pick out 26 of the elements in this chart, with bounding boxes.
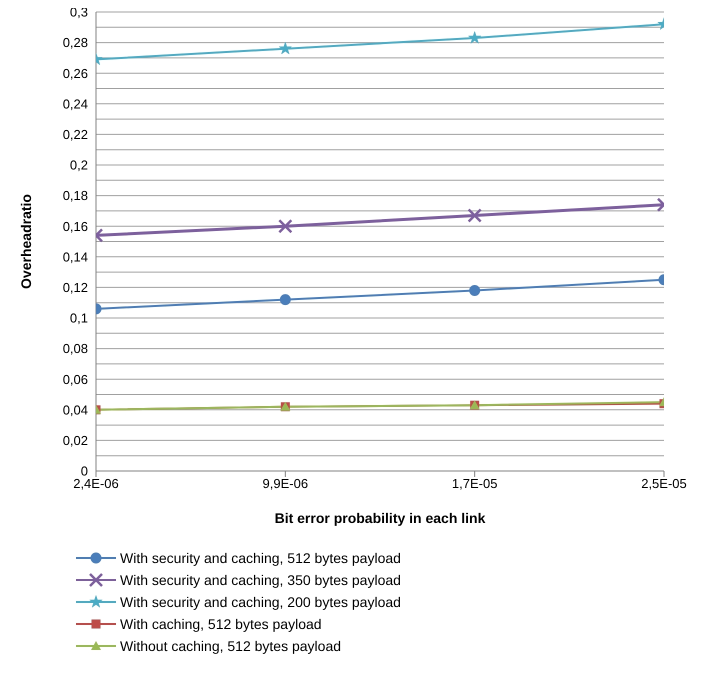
- x-axis-title: Bit error probability in each link: [274, 510, 486, 526]
- x-tick-label: 2,4E-06: [73, 476, 119, 492]
- y-tick-label: 0,24: [62, 96, 88, 112]
- y-tick-label: 0,16: [62, 218, 88, 234]
- x-tick-label: 1,7E-05: [452, 476, 498, 492]
- legend-label: With security and caching, 350 bytes payload: [120, 572, 401, 588]
- y-tick-label: 0,2: [70, 158, 88, 173]
- legend-label: With security and caching, 512 bytes payload: [120, 550, 401, 566]
- y-tick-label: 0,04: [62, 402, 88, 418]
- y-tick-label: 0,08: [62, 341, 88, 356]
- y-tick-label: 0: [80, 464, 88, 479]
- legend-label: With security and caching, 200 bytes payload: [120, 594, 401, 610]
- y-tick-label: 0,06: [62, 372, 88, 387]
- legend-label: With caching, 512 bytes payload: [120, 616, 322, 632]
- y-tick-label: 0,26: [62, 66, 88, 81]
- legend-label: Without caching, 512 bytes payload: [120, 638, 342, 654]
- y-tick-label: 0,12: [62, 280, 88, 296]
- y-tick-label: 0,1: [70, 310, 88, 326]
- y-tick-label: 0,02: [62, 433, 88, 448]
- x-tick-label: 2,5E-05: [641, 476, 687, 492]
- y-tick-label: 0,18: [62, 188, 88, 204]
- x-tick-label: 9,9E-06: [262, 476, 308, 492]
- y-axis-title: Overheadratio: [18, 194, 34, 289]
- y-tick-label: 0,28: [62, 35, 88, 50]
- y-tick-label: 0,22: [62, 127, 88, 142]
- y-tick-label: 0,14: [62, 249, 88, 264]
